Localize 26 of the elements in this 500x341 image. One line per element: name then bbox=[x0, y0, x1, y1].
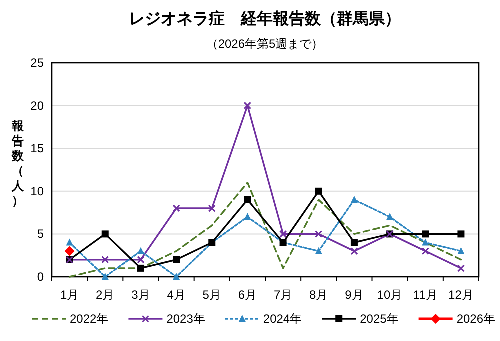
chart-subtitle: （2026年第5週まで） bbox=[206, 37, 324, 51]
y-tick-label: 0 bbox=[37, 270, 44, 284]
legend-label: 2022年 bbox=[70, 312, 109, 326]
x-tick-label: 11月 bbox=[413, 288, 438, 302]
x-tick-label: 10月 bbox=[377, 288, 403, 302]
x-tick-label: 9月 bbox=[345, 288, 364, 302]
x-tick-label: 3月 bbox=[132, 288, 150, 302]
y-tick-label: 25 bbox=[30, 56, 44, 70]
x-tick-label: 8月 bbox=[310, 288, 328, 302]
y-tick-label: 10 bbox=[30, 184, 44, 198]
x-tick-label: 7月 bbox=[274, 288, 293, 302]
y-axis-title: 報告数（人） bbox=[11, 119, 25, 208]
x-tick-label: 1月 bbox=[60, 288, 80, 302]
legend-label: 2026年 bbox=[456, 312, 496, 326]
chart-title: レジオネラ症 経年報告数（群馬県） bbox=[129, 10, 401, 28]
x-tick-label: 12月 bbox=[448, 288, 474, 302]
x-tick-label: 4月 bbox=[167, 288, 186, 302]
legend-label: 2025年 bbox=[360, 312, 399, 326]
y-tick-label: 20 bbox=[30, 98, 44, 113]
y-tick-label: 5 bbox=[37, 227, 44, 242]
x-tick-label: 5月 bbox=[202, 288, 222, 302]
legend-label: 2023年 bbox=[166, 312, 206, 326]
y-tick-label: 15 bbox=[30, 142, 44, 156]
legend-label: 2024年 bbox=[263, 312, 302, 326]
x-tick-label: 2月 bbox=[96, 288, 115, 302]
x-tick-label: 6月 bbox=[238, 288, 258, 302]
